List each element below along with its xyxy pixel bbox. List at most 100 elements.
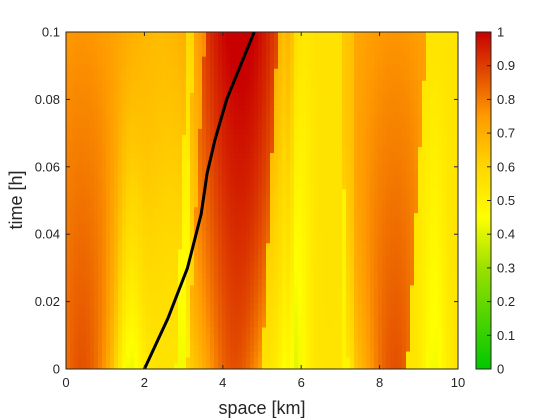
heatmap-cell bbox=[334, 170, 339, 178]
heatmap-cell bbox=[378, 284, 383, 292]
heatmap-cell bbox=[274, 170, 279, 178]
heatmap-cell bbox=[218, 284, 223, 292]
heatmap-cell bbox=[366, 158, 371, 165]
heatmap-cell bbox=[230, 230, 235, 238]
heatmap-cell bbox=[82, 320, 87, 328]
heatmap-cell bbox=[278, 278, 283, 286]
heatmap-cell bbox=[218, 200, 223, 208]
heatmap-cell bbox=[118, 248, 123, 256]
heatmap-cell bbox=[354, 200, 359, 208]
heatmap-cell bbox=[374, 272, 379, 280]
heatmap-cell bbox=[150, 326, 155, 334]
heatmap-cell bbox=[294, 92, 299, 99]
heatmap-cell bbox=[454, 248, 458, 256]
heatmap-cell bbox=[414, 122, 419, 129]
heatmap-cell bbox=[354, 242, 359, 250]
heatmap-cell bbox=[294, 356, 299, 364]
heatmap-cell bbox=[306, 350, 311, 358]
heatmap-cell bbox=[158, 206, 163, 214]
heatmap-cell bbox=[182, 254, 187, 262]
heatmap-cell bbox=[310, 266, 315, 274]
heatmap-cell bbox=[98, 158, 103, 165]
heatmap-cell bbox=[430, 86, 435, 93]
heatmap-cell bbox=[438, 128, 443, 135]
heatmap-cell bbox=[78, 98, 83, 105]
heatmap-cell bbox=[322, 104, 327, 111]
heatmap-cell bbox=[374, 140, 379, 147]
heatmap-cell bbox=[370, 134, 375, 141]
heatmap-cell bbox=[406, 320, 411, 328]
heatmap-cell bbox=[146, 170, 151, 178]
heatmap-cell bbox=[250, 296, 255, 304]
heatmap-cell bbox=[338, 128, 343, 135]
heatmap-cell bbox=[278, 140, 283, 147]
heatmap-cell bbox=[358, 86, 363, 93]
heatmap-cell bbox=[170, 158, 175, 165]
heatmap-cell bbox=[162, 98, 167, 105]
heatmap-cell bbox=[170, 86, 175, 93]
heatmap-cell bbox=[314, 266, 319, 274]
heatmap-cell bbox=[238, 122, 243, 129]
heatmap-cell bbox=[174, 284, 179, 292]
heatmap-cell bbox=[422, 128, 427, 135]
heatmap-cell bbox=[250, 362, 255, 369]
heatmap-cell bbox=[194, 98, 199, 105]
heatmap-cell bbox=[438, 182, 443, 190]
heatmap-cell bbox=[146, 158, 151, 165]
heatmap-cell bbox=[146, 68, 151, 75]
heatmap-cell bbox=[234, 278, 239, 286]
heatmap-cell bbox=[314, 344, 319, 352]
heatmap-cell bbox=[258, 176, 263, 184]
heatmap-cell bbox=[142, 266, 147, 274]
heatmap-cell bbox=[282, 326, 287, 334]
heatmap-cell bbox=[350, 218, 355, 226]
heatmap-cell bbox=[434, 104, 439, 111]
heatmap-cell bbox=[342, 350, 347, 358]
heatmap-cell bbox=[94, 344, 99, 352]
heatmap-cell bbox=[326, 128, 331, 135]
heatmap-cell bbox=[210, 116, 215, 123]
heatmap-cell bbox=[226, 290, 231, 298]
heatmap-cell bbox=[118, 62, 123, 69]
heatmap-cell bbox=[234, 146, 239, 153]
heatmap-cell bbox=[298, 86, 303, 93]
heatmap-cell bbox=[326, 194, 331, 202]
heatmap-cell bbox=[278, 80, 283, 87]
heatmap-cell bbox=[270, 170, 275, 178]
heatmap-cell bbox=[142, 356, 147, 364]
heatmap-cell bbox=[454, 104, 458, 111]
heatmap-cell bbox=[214, 290, 219, 298]
heatmap-cell bbox=[162, 308, 167, 316]
heatmap-cell bbox=[106, 152, 111, 159]
heatmap-cell bbox=[358, 230, 363, 238]
heatmap-cell bbox=[398, 128, 403, 135]
heatmap-cell bbox=[406, 80, 411, 87]
heatmap-cell bbox=[182, 86, 187, 93]
heatmap-cell bbox=[66, 158, 71, 165]
heatmap-cell bbox=[374, 122, 379, 129]
heatmap-cell bbox=[306, 212, 311, 220]
heatmap-cell bbox=[94, 128, 99, 135]
heatmap-cell bbox=[290, 146, 295, 153]
heatmap-cell bbox=[362, 344, 367, 352]
heatmap-cell bbox=[150, 332, 155, 340]
heatmap-cell bbox=[122, 170, 127, 178]
heatmap-cell bbox=[114, 224, 119, 232]
heatmap-cell bbox=[126, 116, 131, 123]
heatmap-cell bbox=[298, 188, 303, 196]
heatmap-cell bbox=[274, 194, 279, 202]
heatmap-cell bbox=[222, 152, 227, 159]
heatmap-cell bbox=[246, 314, 251, 322]
heatmap-cell bbox=[282, 266, 287, 274]
heatmap-cell bbox=[282, 284, 287, 292]
heatmap-cell bbox=[130, 188, 135, 196]
heatmap-cell bbox=[358, 206, 363, 214]
heatmap-cell bbox=[342, 224, 347, 232]
heatmap-cell bbox=[94, 62, 99, 69]
heatmap-cell bbox=[174, 254, 179, 262]
heatmap-cell bbox=[342, 296, 347, 304]
heatmap-cell bbox=[290, 308, 295, 316]
heatmap-cell bbox=[334, 98, 339, 105]
heatmap-cell bbox=[210, 272, 215, 280]
heatmap-cell bbox=[354, 104, 359, 111]
